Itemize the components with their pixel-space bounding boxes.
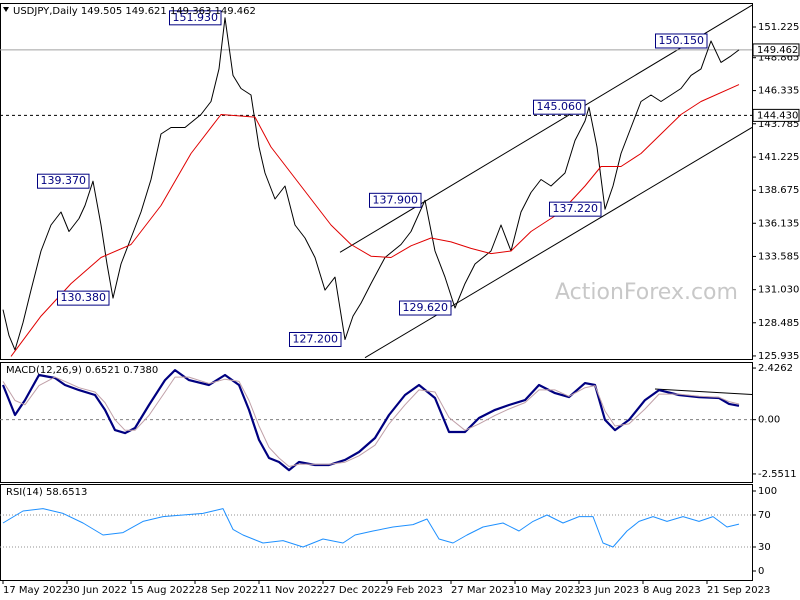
annotation-box (37, 173, 90, 189)
panel (0, 362, 753, 483)
y-tick-label: 146.335 (758, 86, 799, 97)
chart-title: USDJPY,Daily 149.505 149.621 149.363 149… (13, 6, 256, 17)
price-tag-label: 144.430 (757, 110, 798, 121)
annotation-box (57, 290, 110, 306)
y-tick-label: 151.225 (758, 22, 799, 33)
y-tick-label: 125.935 (758, 351, 799, 362)
y-tick-label: 0 (758, 566, 764, 577)
watermark: ActionForex.com (555, 280, 738, 305)
x-tick-label: 15 Aug 2022 (131, 585, 195, 596)
annotation-label: 137.220 (553, 202, 599, 215)
series-line (2, 508, 740, 548)
annotation-label: 150.150 (659, 34, 705, 47)
annotation-label: 137.900 (373, 193, 419, 206)
annotation-label: 151.930 (173, 11, 219, 24)
y-tick-label: 30 (758, 542, 771, 553)
y-tick-label: 128.485 (758, 318, 799, 329)
y-tick-label: 2.4262 (758, 363, 793, 374)
series-line (2, 376, 740, 467)
panel-title: MACD(12,26,9) 0.6521 0.7380 (6, 365, 158, 376)
price-tag (752, 108, 800, 122)
y-tick-label: 100 (758, 486, 777, 497)
x-tick-label: 30 Jun 2022 (67, 585, 127, 596)
x-tick-label: 8 Aug 2023 (643, 585, 701, 596)
x-tick-label: 21 Sep 2023 (707, 585, 770, 596)
y-tick-label: 143.785 (758, 119, 799, 130)
annotation-box (655, 33, 708, 49)
annotation-label: 130.380 (61, 291, 107, 304)
trend-line (654, 388, 753, 396)
x-tick-label: 17 May 2022 (3, 585, 68, 596)
panel (0, 484, 753, 581)
y-tick-label: 148.865 (758, 53, 799, 64)
y-tick-label: 131.030 (758, 285, 799, 296)
annotation-label: 127.200 (293, 332, 339, 345)
annotation-label: 139.370 (41, 174, 87, 187)
x-tick-label: 28 Sep 2022 (195, 585, 258, 596)
y-tick-label: 133.585 (758, 251, 799, 262)
symbol-icon (3, 7, 9, 12)
x-tick-label: 27 Mar 2023 (451, 585, 514, 596)
panel-title: RSI(14) 58.6513 (6, 487, 87, 498)
y-tick-label: 136.135 (758, 218, 799, 229)
annotation-box (289, 331, 342, 347)
annotation-box (369, 192, 422, 208)
y-tick-label: 138.675 (758, 185, 799, 196)
y-tick-label: -2.5511 (758, 469, 797, 480)
y-tick-label: 0.00 (758, 415, 780, 426)
y-tick-label: 70 (758, 510, 771, 521)
annotation-box (399, 300, 452, 316)
price-tag (752, 43, 800, 57)
annotation-box (169, 10, 222, 26)
x-tick-label: 10 May 2023 (515, 585, 580, 596)
y-tick-label: 141.225 (758, 152, 799, 163)
price-tag-label: 149.462 (757, 45, 798, 56)
series-line (10, 84, 740, 357)
series-line (1, 369, 740, 472)
panel (0, 3, 753, 360)
annotation-box (533, 99, 586, 115)
x-tick-label: 27 Dec 2022 (323, 585, 387, 596)
x-tick-label: 9 Feb 2023 (387, 585, 443, 596)
annotation-label: 145.060 (537, 100, 583, 113)
series-line (2, 17, 740, 351)
annotation-label: 129.620 (403, 301, 449, 314)
annotation-box (549, 201, 602, 217)
x-tick-label: 23 Jun 2023 (579, 585, 639, 596)
trend-line (364, 127, 753, 359)
x-tick-label: 11 Nov 2022 (259, 585, 323, 596)
